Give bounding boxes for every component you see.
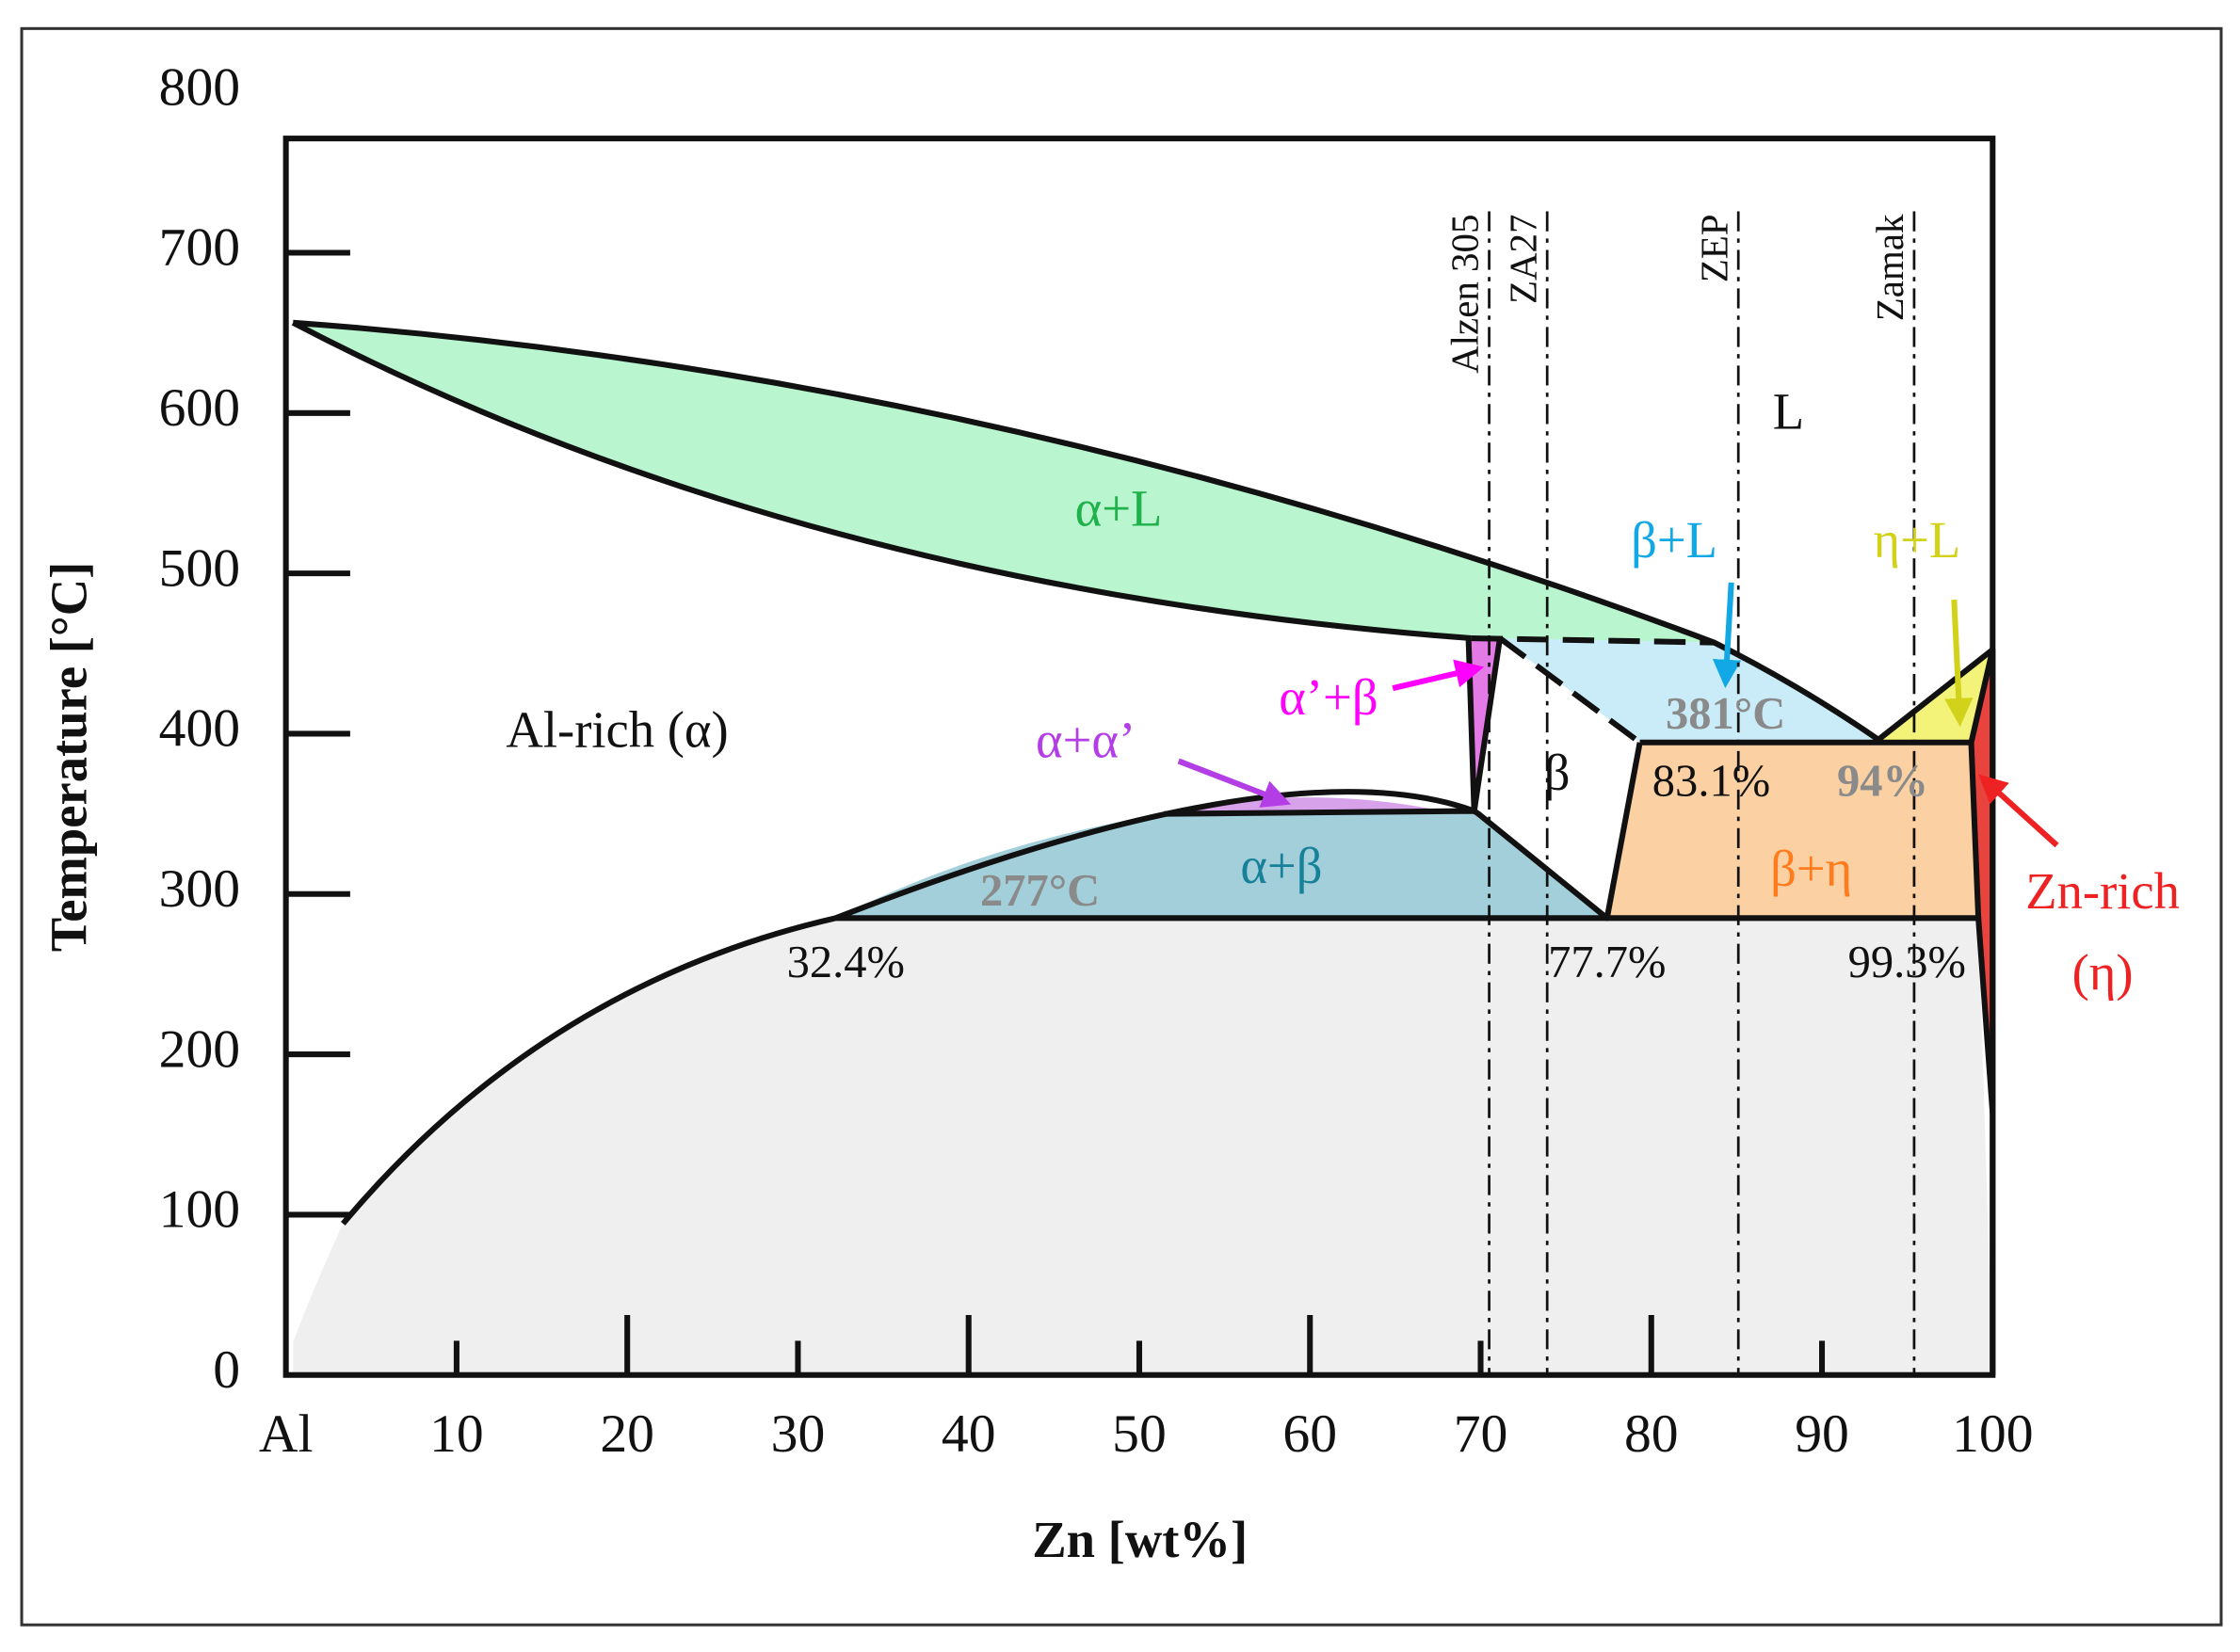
y-tick-label: 200 <box>159 1019 240 1079</box>
x-tick-label: 10 <box>429 1404 484 1464</box>
annotation: 99.3% <box>1848 938 1966 987</box>
miscibility-dome <box>834 789 1475 922</box>
annotation: 277°C <box>980 866 1100 916</box>
annotation: 83.1% <box>1652 756 1770 806</box>
y-tick-label: 0 <box>213 1340 240 1400</box>
region-label: β <box>1544 744 1571 801</box>
beta-liquid-boundary <box>1498 635 1642 746</box>
phase-regions <box>293 322 1993 1375</box>
phase-boundaries <box>291 319 1996 1375</box>
liquidus <box>293 319 1995 743</box>
annotation: 32.4% <box>787 938 905 987</box>
annotation: 94% <box>1837 756 1928 806</box>
solidus <box>291 320 1472 642</box>
y-axis-title: Temperature [°C] <box>40 562 98 953</box>
region-label: β+η <box>1770 840 1852 897</box>
arrow <box>1944 599 1974 728</box>
solid-region <box>293 918 1993 1375</box>
alloy-label: ZA27 <box>1502 215 1544 305</box>
arrow <box>1392 659 1485 692</box>
region-label: (η) <box>2072 944 2134 1002</box>
region-label: β+L <box>1631 511 1717 569</box>
region-label: α’+β <box>1279 668 1378 726</box>
alpha-liquid <box>293 322 1715 643</box>
alloy-label: Zamak <box>1869 214 1911 321</box>
eta-boundary <box>1968 742 1982 919</box>
region-label: α+L <box>1075 480 1163 537</box>
arrow <box>1177 758 1292 808</box>
x-tick-label: 90 <box>1795 1404 1849 1464</box>
arrows <box>1177 582 2059 848</box>
y-tick-label: 300 <box>159 859 240 919</box>
y-tick-label: 800 <box>159 57 240 117</box>
y-tick-label: 500 <box>159 538 240 598</box>
region-label: Al-rich (α) <box>506 701 728 759</box>
region-label: L <box>1773 382 1804 440</box>
alloy-label: ZEP <box>1693 215 1735 283</box>
x-tick-label: 20 <box>600 1404 654 1464</box>
x-tick-label: 30 <box>771 1404 826 1464</box>
x-tick-label: 80 <box>1624 1404 1679 1464</box>
beta <box>1478 638 1640 919</box>
x-axis-title: Zn [wt%] <box>1032 1511 1248 1568</box>
x-tick-label: Al <box>259 1404 314 1464</box>
peritectic-line <box>1471 635 1715 646</box>
y-tick-label: 400 <box>159 699 240 759</box>
region-label: α+β <box>1240 837 1322 894</box>
x-tick-label: 100 <box>1952 1404 2033 1464</box>
region-label: η+L <box>1874 511 1961 569</box>
y-tick-label: 100 <box>159 1180 240 1240</box>
region-label: Zn-rich <box>2025 862 2180 920</box>
beta-boundary <box>1164 742 1643 922</box>
solvus <box>341 915 1996 1226</box>
beta-liquid <box>1499 638 1878 743</box>
region-label: α+α’ <box>1036 711 1136 768</box>
y-tick-label: 600 <box>159 378 240 438</box>
annotation: 77.7% <box>1548 938 1666 987</box>
alpha-beta <box>835 810 1607 919</box>
x-tick-label: 70 <box>1454 1404 1508 1464</box>
y-tick-label: 700 <box>159 218 240 278</box>
alloy-label: Alzen 305 <box>1444 215 1487 374</box>
arrow <box>1978 774 2059 848</box>
x-tick-label: 40 <box>942 1404 996 1464</box>
x-tick-label: 50 <box>1112 1404 1167 1464</box>
arrow <box>1712 582 1742 689</box>
annotation: 381°C <box>1666 689 1785 739</box>
x-tick-label: 60 <box>1282 1404 1337 1464</box>
beta-eta <box>1606 742 1979 919</box>
